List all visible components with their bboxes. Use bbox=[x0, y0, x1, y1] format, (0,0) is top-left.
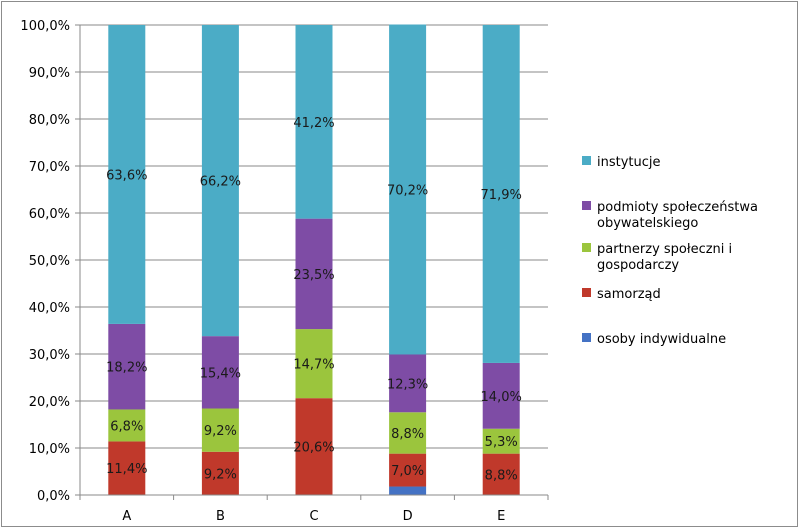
data-label: 8,8% bbox=[391, 427, 424, 442]
y-tick-label: 40,0% bbox=[29, 301, 70, 316]
data-label: 66,2% bbox=[200, 175, 241, 190]
x-tick-label: A bbox=[122, 509, 131, 524]
legend-label: obywatelskiego bbox=[597, 216, 698, 231]
data-label: 18,2% bbox=[106, 361, 147, 376]
data-label: 7,0% bbox=[391, 464, 424, 479]
data-label: 63,6% bbox=[106, 168, 147, 183]
data-label: 14,7% bbox=[293, 358, 334, 373]
bars-layer bbox=[108, 24, 520, 495]
data-label: 9,2% bbox=[204, 467, 237, 482]
bar-segment bbox=[201, 451, 239, 495]
y-tick-label: 100,0% bbox=[20, 19, 70, 34]
legend-label: podmioty społeczeństwa bbox=[597, 200, 758, 215]
bar-segment bbox=[201, 336, 239, 409]
bar-segment bbox=[295, 218, 333, 330]
legend-swatch bbox=[582, 243, 591, 252]
bar-segment bbox=[389, 486, 427, 495]
data-label: 71,9% bbox=[481, 188, 522, 203]
bar-segment bbox=[295, 329, 333, 399]
y-tick-label: 80,0% bbox=[29, 113, 70, 128]
bar-segment bbox=[389, 412, 427, 454]
legend-label: instytucje bbox=[597, 155, 661, 170]
legend-swatch bbox=[582, 201, 591, 210]
y-tick-label: 20,0% bbox=[29, 395, 70, 410]
bar-segment bbox=[482, 428, 520, 454]
data-labels-layer: 11,4% 6,8% 18,2% 63,6% 9,2% 9,2% 15,4% 66,2% 20,… bbox=[106, 116, 522, 484]
bar-segment bbox=[389, 453, 427, 487]
y-tick-label: 60,0% bbox=[29, 207, 70, 222]
legend: instytucje podmioty społeczeństwaobywatel… bbox=[582, 155, 758, 347]
data-label: 70,2% bbox=[387, 184, 428, 199]
data-label: 20,6% bbox=[293, 441, 334, 456]
bar-segment bbox=[389, 24, 427, 355]
y-tick-label: 70,0% bbox=[29, 160, 70, 175]
legend-swatch bbox=[582, 288, 591, 297]
bar-segment bbox=[108, 323, 146, 410]
bar-segment bbox=[108, 441, 146, 495]
legend-label: gospodarczy bbox=[597, 258, 679, 273]
y-tick-label: 30,0% bbox=[29, 348, 70, 363]
bar-segment bbox=[201, 25, 239, 337]
data-label: 15,4% bbox=[200, 366, 241, 381]
bar-segment bbox=[108, 25, 146, 324]
y-tick-label: 50,0% bbox=[29, 254, 70, 269]
data-label: 9,2% bbox=[204, 424, 237, 439]
legend-label: partnerzy społeczni i bbox=[597, 242, 732, 257]
y-tick-label: 10,0% bbox=[29, 442, 70, 457]
data-label: 11,4% bbox=[106, 462, 147, 477]
bar-segment bbox=[389, 354, 427, 413]
bar-segment bbox=[295, 25, 333, 219]
bar-segment bbox=[482, 453, 520, 495]
data-label: 23,5% bbox=[293, 268, 334, 283]
x-tick-label: B bbox=[216, 509, 225, 524]
data-label: 6,8% bbox=[110, 419, 143, 434]
x-tick-label: C bbox=[309, 509, 318, 524]
data-label: 41,2% bbox=[293, 116, 334, 131]
data-label: 14,0% bbox=[481, 390, 522, 405]
bar-segment bbox=[201, 408, 239, 452]
legend-swatch bbox=[582, 156, 591, 165]
bar-segment bbox=[295, 398, 333, 495]
legend-label: osoby indywidualne bbox=[597, 332, 726, 347]
bar-segment bbox=[108, 409, 146, 442]
y-tick-label: 0,0% bbox=[37, 489, 70, 504]
data-label: 8,8% bbox=[485, 468, 518, 483]
x-tick-label: E bbox=[497, 509, 505, 524]
bar-segment bbox=[482, 25, 520, 363]
data-label: 12,3% bbox=[387, 377, 428, 392]
legend-label: samorząd bbox=[597, 287, 661, 302]
axis-layer: 0,0% 10,0% 20,0% 30,0% 40,0% 50,0% 60,0% 70,0% 8… bbox=[20, 19, 549, 524]
bar-segment bbox=[482, 362, 520, 429]
y-tick-label: 90,0% bbox=[29, 66, 70, 81]
x-tick-label: D bbox=[403, 509, 413, 524]
data-label: 5,3% bbox=[485, 435, 518, 450]
legend-swatch bbox=[582, 333, 591, 342]
